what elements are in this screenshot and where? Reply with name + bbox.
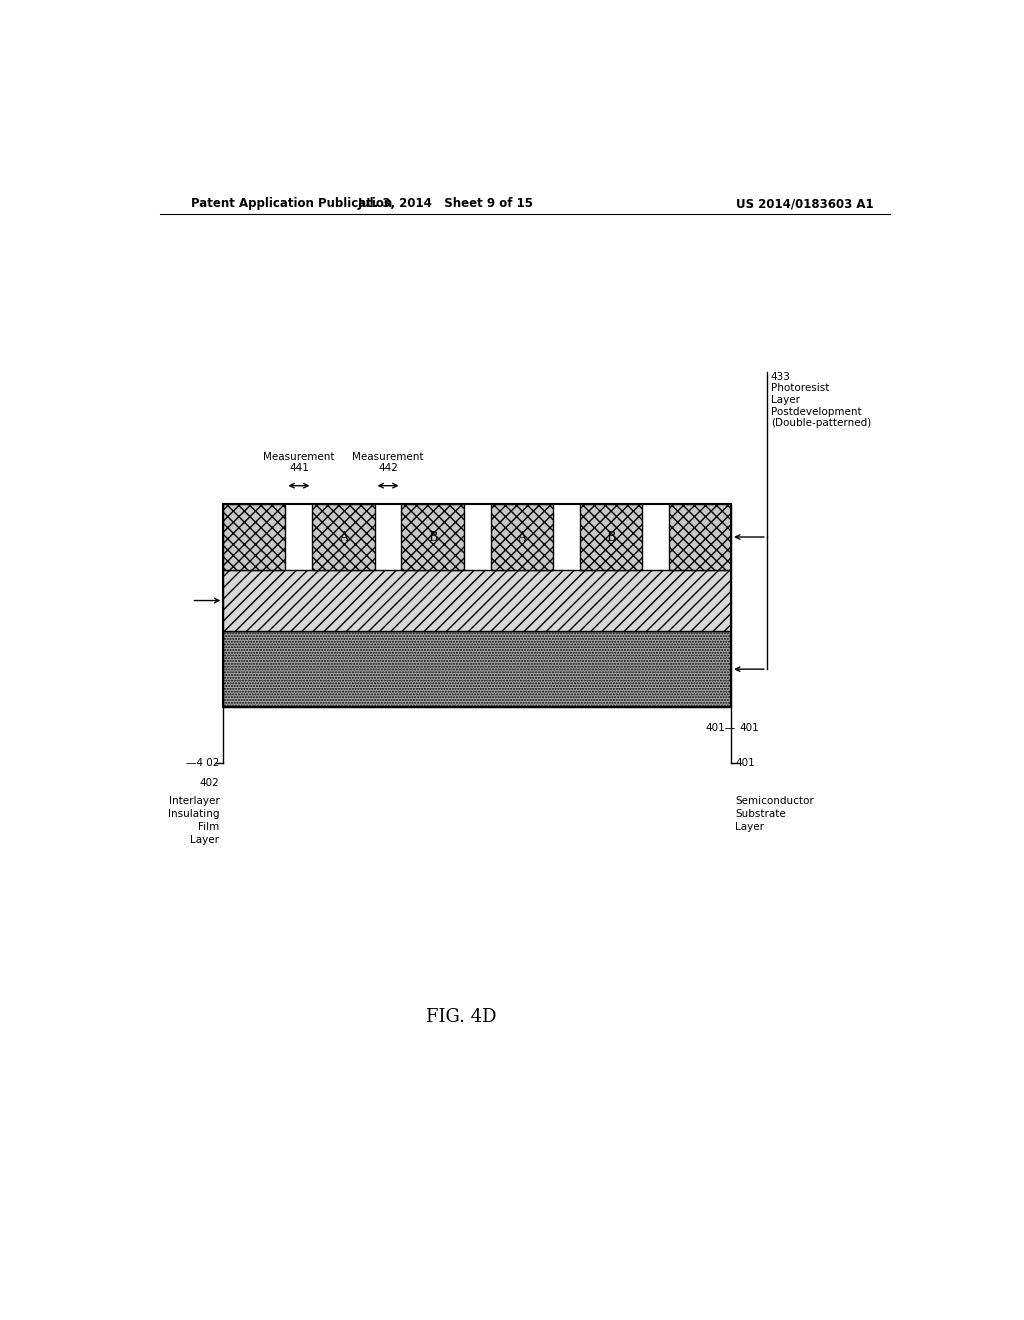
- Text: Interlayer
Insulating
Film
Layer: Interlayer Insulating Film Layer: [168, 796, 219, 845]
- Text: Measurement
441: Measurement 441: [263, 451, 335, 474]
- Bar: [669, 504, 731, 570]
- Text: —4 02: —4 02: [186, 758, 219, 768]
- Bar: [223, 570, 731, 631]
- Bar: [223, 631, 731, 708]
- Text: Patent Application Publication: Patent Application Publication: [191, 197, 393, 210]
- Bar: [312, 504, 375, 570]
- Text: Jul. 3, 2014   Sheet 9 of 15: Jul. 3, 2014 Sheet 9 of 15: [357, 197, 534, 210]
- Bar: [490, 504, 553, 570]
- Bar: [223, 504, 731, 708]
- Text: A: A: [339, 531, 348, 544]
- Bar: [580, 504, 642, 570]
- Bar: [401, 504, 464, 570]
- Text: 401—: 401—: [705, 722, 735, 733]
- Text: B: B: [606, 531, 615, 544]
- Text: 401: 401: [735, 758, 755, 768]
- Text: US 2014/0183603 A1: US 2014/0183603 A1: [736, 197, 873, 210]
- Text: 402: 402: [200, 779, 219, 788]
- Text: 433
Photoresist
Layer
Postdevelopment
(Double-patterned): 433 Photoresist Layer Postdevelopment (D…: [771, 372, 871, 428]
- Text: FIG. 4D: FIG. 4D: [426, 1008, 497, 1026]
- Text: A: A: [517, 531, 526, 544]
- Text: Measurement
442: Measurement 442: [352, 451, 424, 474]
- Bar: [223, 504, 286, 570]
- Text: 401: 401: [739, 722, 759, 733]
- Text: B: B: [428, 531, 437, 544]
- Text: Semiconductor
Substrate
Layer: Semiconductor Substrate Layer: [735, 796, 814, 832]
